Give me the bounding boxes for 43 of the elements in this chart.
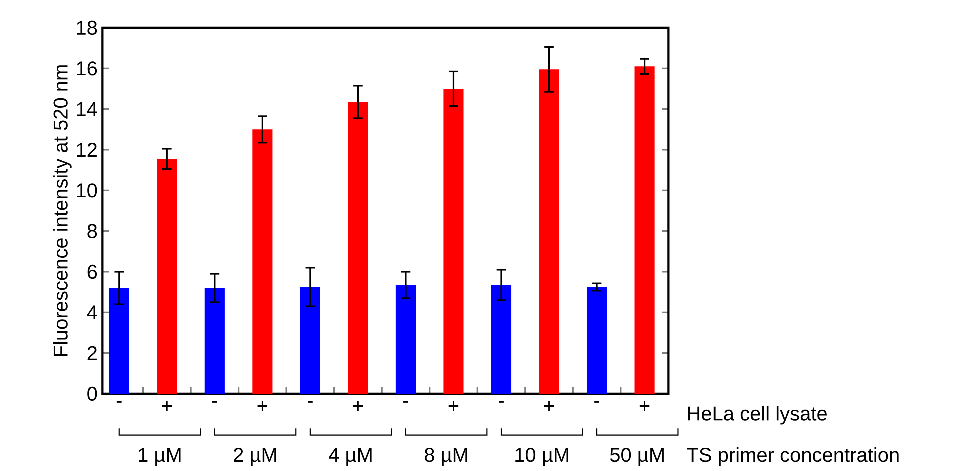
y-tick-label: 14 [77,102,98,116]
text: 1 µM [139,448,181,466]
bar [252,130,273,394]
x-tick-label: + [640,401,650,412]
y-tick-label: 2 [88,346,97,360]
text: 50 µM [610,448,664,466]
bar [586,287,608,394]
x-tick-label: - [594,401,600,403]
bar [396,285,416,394]
text: TS primer concentration [687,448,899,466]
x-tick-label: + [544,401,554,412]
x-tick-label: - [308,401,313,403]
text: HeLa cell lysate [688,406,827,425]
y-tick-label: 18 [77,20,98,36]
x-tick-label: + [353,401,364,412]
bar [157,159,178,394]
x-tick-label: + [448,401,459,412]
y-tick-label: 10 [77,184,98,198]
y-tick-label: 0 [88,386,98,402]
x-tick-label: - [116,401,122,403]
x-tick-label: - [404,401,408,403]
bar [444,89,464,394]
x-tick-label: + [258,401,268,412]
y-tick-label: 6 [88,264,98,280]
text: 2 µM [234,448,276,466]
text: 8 µM [425,448,468,466]
x-tick-label: - [499,401,504,403]
bar [204,288,225,394]
bar [109,288,130,394]
bar [539,70,560,394]
y-tick-label: 4 [87,306,98,320]
x-tick-label: + [162,401,172,412]
bar [300,287,320,394]
y-tick-label: 16 [77,62,98,76]
bar [491,285,512,394]
bar [348,102,368,394]
y-tick-label: 12 [77,143,97,157]
text: 4 µM [329,448,372,466]
y-tick-label: 8 [88,224,98,238]
text: 10 µM [516,448,568,466]
y-axis-title: Fluorescence intensity at 520 nm [53,66,72,356]
x-tick-label: - [212,401,218,403]
bar [634,66,655,394]
